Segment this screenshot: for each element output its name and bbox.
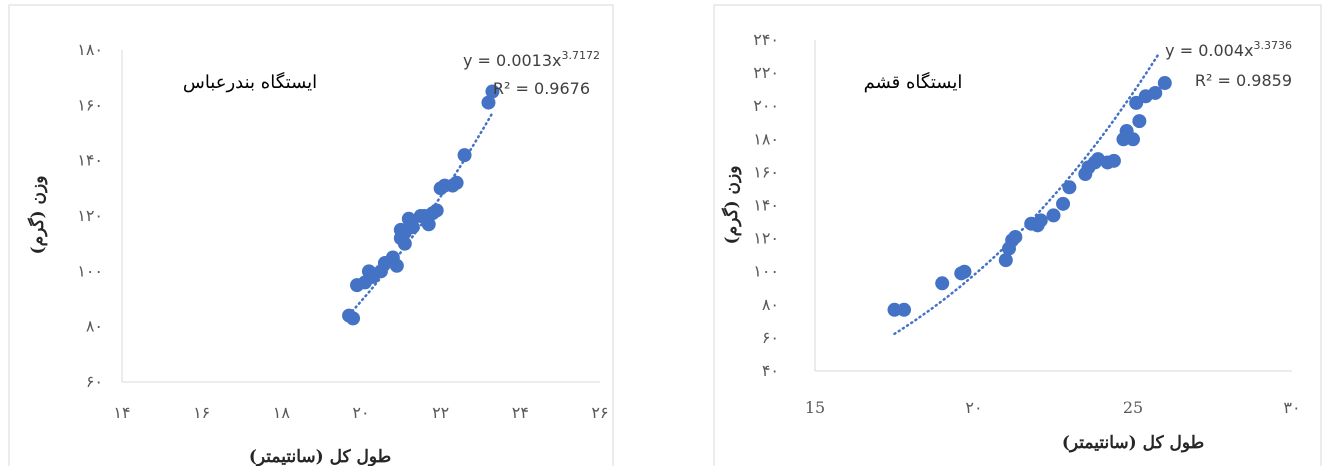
y-tick-label: ۸۰ (762, 295, 779, 314)
x-tick-label: ۳۰ (1283, 398, 1300, 417)
data-point (405, 220, 420, 235)
data-point (346, 311, 361, 326)
data-point (1106, 153, 1121, 168)
x-tick-label: ۲۲ (432, 403, 449, 422)
y-tick-label: ۱۲۰ (77, 206, 103, 225)
chart-border (8, 4, 614, 466)
r-squared-label: R² = 0.9676 (493, 79, 590, 98)
y-tick-label: ۲۲۰ (753, 63, 779, 82)
y-axis-title-background (12, 135, 66, 295)
data-point (457, 148, 472, 163)
y-tick-label: ۴۰ (762, 361, 779, 380)
data-point (1033, 213, 1048, 228)
y-tick-label: ۱۶۰ (77, 95, 103, 114)
y-tick-label: ۱۴۰ (753, 196, 779, 215)
data-point (485, 84, 500, 99)
data-point (998, 253, 1013, 268)
x-tick-label: 25 (1123, 398, 1143, 417)
y-tick-label: ۱۰۰ (753, 262, 779, 281)
trendline-equation: y = 0.004x3.3736 (1165, 39, 1292, 60)
chart-panel-bandar-abbas: ۱۴ ۱۶ ۱۸ ۲۰ ۲۲ ۲۴ ۲۶ ۶۰ ۸۰ ۱۰۰ ۱۲۰ ۱۴۰ ۱۶۰ ۱۸۰ ایستگاه… (0, 0, 615, 466)
data-point (935, 276, 950, 291)
y-tick-label: ۱۲۰ (753, 229, 779, 248)
data-point (449, 175, 464, 190)
y-tick-label: ۲۰۰ (753, 96, 779, 115)
data-point (429, 203, 444, 218)
chart-qeshm: 15 ۲۰ 25 ۳۰ ۴۰ ۶۰ ۸۰ ۱۰۰ ۱۲۰ ۱۴۰ ۱۶۰ ۱۸۰ ۲۰۰ ۲۲۰ ۲۴۰ ای… (713, 4, 1322, 466)
data-point (1148, 85, 1163, 100)
data-point (1132, 114, 1147, 129)
y-axis-title: وزن (گرم) (27, 176, 48, 255)
data-point (397, 236, 412, 251)
x-tick-label: ۲۴ (512, 403, 529, 422)
x-axis-title: طول کل (سانتیمتر) (249, 447, 391, 466)
y-tick-label: ۱۸۰ (753, 129, 779, 148)
x-tick-label: 15 (805, 398, 825, 417)
data-point (481, 95, 496, 110)
r-squared-label: R² = 0.9859 (1195, 71, 1292, 90)
x-tick-label: ۲۰ (965, 398, 982, 417)
data-point (1126, 132, 1140, 147)
x-tick-label: ۲۶ (591, 403, 608, 422)
chart-bandar-abbas: ۱۴ ۱۶ ۱۸ ۲۰ ۲۲ ۲۴ ۲۶ ۶۰ ۸۰ ۱۰۰ ۱۲۰ ۱۴۰ ۱۶۰ ۱۸۰ ایستگاه… (8, 4, 614, 466)
y-tick-label: ۲۴۰ (753, 30, 779, 49)
chart-panel-qeshm: 15 ۲۰ 25 ۳۰ ۴۰ ۶۰ ۸۰ ۱۰۰ ۱۲۰ ۱۴۰ ۱۶۰ ۱۸۰ ۲۰۰ ۲۲۰ ۲۴۰ ای… (712, 0, 1323, 466)
station-label: ایستگاه قشم (864, 71, 963, 93)
x-tick-label: ۲۰ (352, 403, 369, 422)
x-axis-title: طول کل (سانتیمتر) (1062, 433, 1204, 453)
data-point (1008, 229, 1023, 244)
x-tick-label: ۱۴ (113, 403, 130, 422)
y-tick-label: ۱۰۰ (77, 261, 103, 280)
x-tick-label: ۱۶ (193, 403, 210, 422)
data-point (389, 258, 404, 273)
data-point (421, 217, 436, 232)
data-point (1062, 180, 1077, 195)
data-point (1056, 196, 1071, 211)
data-point (897, 302, 912, 317)
y-tick-label: ۸۰ (86, 317, 103, 336)
trendline-equation: y = 0.0013x3.7172 (463, 49, 600, 70)
y-tick-label: ۱۸۰ (77, 40, 103, 59)
y-tick-label: ۶۰ (86, 372, 103, 391)
data-point (1157, 76, 1172, 91)
y-tick-label: ۱۶۰ (753, 162, 779, 181)
y-tick-label: ۶۰ (762, 328, 779, 347)
data-point (1046, 208, 1061, 223)
station-label: ایستگاه بندرعباس (183, 71, 317, 93)
y-axis-title: وزن (گرم) (721, 166, 742, 245)
data-point (957, 264, 972, 279)
x-tick-label: ۱۸ (273, 403, 291, 422)
y-tick-label: ۱۴۰ (77, 151, 103, 170)
